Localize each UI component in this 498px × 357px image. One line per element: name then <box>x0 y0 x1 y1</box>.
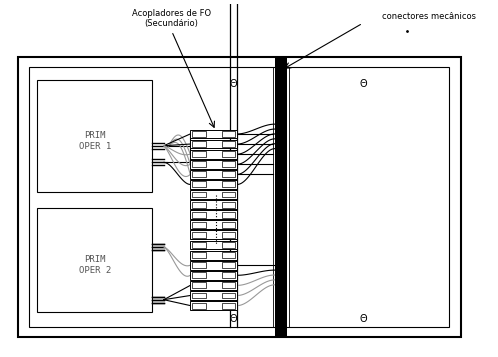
Bar <box>222 131 236 137</box>
Bar <box>29 67 449 327</box>
Bar <box>192 131 206 137</box>
Bar <box>192 222 206 228</box>
Bar <box>222 252 236 258</box>
Bar <box>190 150 238 159</box>
Text: Θ: Θ <box>230 314 237 324</box>
Text: PRIM
OPER 2: PRIM OPER 2 <box>79 255 111 275</box>
Bar <box>222 192 236 197</box>
Bar <box>190 130 238 139</box>
Bar <box>190 190 238 199</box>
Bar <box>192 161 206 167</box>
Bar <box>222 303 236 308</box>
Bar <box>222 262 236 268</box>
Bar <box>190 210 238 219</box>
Bar <box>192 141 206 147</box>
Bar <box>222 171 236 177</box>
Bar <box>192 292 206 298</box>
Bar <box>190 251 238 260</box>
Text: Θ: Θ <box>359 79 367 89</box>
Bar <box>222 151 236 157</box>
Bar <box>190 160 238 169</box>
Text: Θ: Θ <box>359 314 367 324</box>
Bar <box>190 231 238 239</box>
Bar <box>192 192 206 197</box>
Bar <box>190 261 238 270</box>
Bar <box>190 271 238 280</box>
Bar <box>192 303 206 308</box>
Text: PRIM
OPER 1: PRIM OPER 1 <box>79 131 111 151</box>
Bar <box>192 262 206 268</box>
Bar <box>17 57 461 337</box>
Bar <box>192 171 206 177</box>
Bar <box>37 80 152 192</box>
Bar <box>222 242 236 248</box>
Bar <box>222 202 236 207</box>
Bar <box>222 272 236 278</box>
Bar <box>222 161 236 167</box>
Bar <box>274 57 287 337</box>
Bar <box>190 291 238 300</box>
Bar <box>192 282 206 288</box>
Bar <box>190 241 238 250</box>
Bar <box>190 301 238 310</box>
Bar <box>222 212 236 218</box>
Bar <box>190 180 238 189</box>
Text: Θ: Θ <box>230 79 237 89</box>
Bar <box>192 181 206 187</box>
Bar <box>222 292 236 298</box>
Bar <box>192 242 206 248</box>
Text: conectores mecânicos: conectores mecânicos <box>382 12 477 21</box>
Bar <box>222 232 236 238</box>
Bar <box>222 181 236 187</box>
Bar <box>192 202 206 207</box>
Bar <box>190 281 238 290</box>
Bar <box>222 222 236 228</box>
Bar <box>190 170 238 179</box>
Bar <box>190 200 238 209</box>
Bar <box>37 207 152 312</box>
Bar <box>190 140 238 149</box>
Bar <box>192 272 206 278</box>
Bar <box>192 151 206 157</box>
Bar <box>192 252 206 258</box>
Bar <box>222 282 236 288</box>
Bar <box>190 220 238 229</box>
Text: Acopladores de FO
(Secundário): Acopladores de FO (Secundário) <box>132 9 211 28</box>
Bar <box>192 232 206 238</box>
Bar <box>192 212 206 218</box>
Bar <box>222 141 236 147</box>
